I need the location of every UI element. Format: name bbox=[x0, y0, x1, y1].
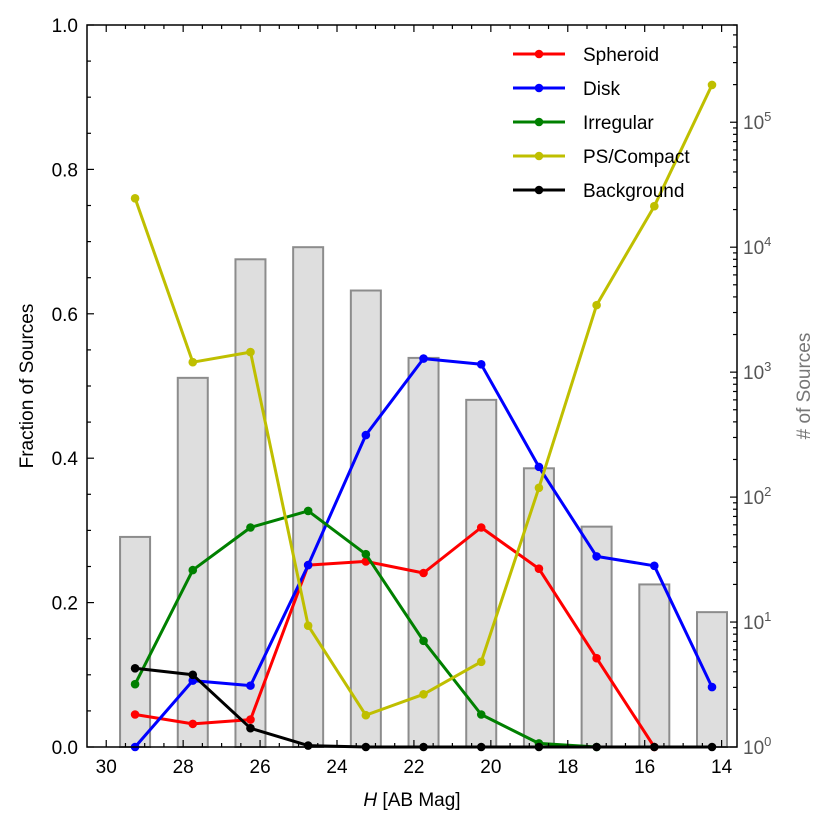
y-tick-label: 0.6 bbox=[52, 305, 78, 326]
histogram-bar bbox=[580, 525, 613, 748]
series-point bbox=[361, 549, 371, 559]
right-y-tick-label: 105 bbox=[743, 109, 771, 134]
y-axis-label: Fraction of Sources bbox=[17, 304, 38, 469]
series-point bbox=[707, 682, 717, 692]
legend-swatch-marker bbox=[534, 83, 544, 93]
right-y-axis-label: # of Sources bbox=[794, 333, 815, 440]
series-point bbox=[534, 462, 544, 472]
series-ps-compact bbox=[130, 80, 717, 720]
series-point bbox=[361, 430, 371, 440]
legend-swatch-marker bbox=[534, 49, 544, 59]
series-point bbox=[419, 568, 428, 578]
x-axis-label-units: [AB Mag] bbox=[377, 790, 460, 811]
series-point bbox=[476, 523, 486, 532]
right-y-tick-label: 102 bbox=[743, 484, 771, 509]
legend-item: Irregular bbox=[513, 113, 654, 134]
series-point bbox=[592, 300, 601, 310]
series-point bbox=[361, 710, 371, 720]
histogram-bar bbox=[638, 583, 671, 749]
right-y-tick-label: 100 bbox=[743, 734, 771, 759]
legend-item: Background bbox=[513, 181, 684, 202]
series-disk bbox=[130, 354, 717, 752]
x-axis-label-italic: H bbox=[363, 790, 377, 811]
x-tick-label: 30 bbox=[96, 757, 117, 778]
series-point bbox=[476, 657, 486, 667]
y-axis-ticks: 0.0 0.2 0.4 0.6 0.8 1.0 bbox=[52, 16, 94, 759]
x-tick-label: 20 bbox=[480, 757, 501, 778]
histogram-bar bbox=[292, 246, 325, 748]
series-point bbox=[303, 741, 313, 750]
series-point bbox=[188, 719, 198, 729]
series-point bbox=[246, 715, 255, 724]
legend-item: Spheroid bbox=[513, 45, 659, 66]
series-point bbox=[419, 689, 428, 699]
legend-swatch-marker bbox=[534, 185, 544, 195]
series-point bbox=[303, 621, 313, 631]
series-point bbox=[246, 681, 255, 690]
series-point bbox=[303, 560, 313, 570]
series-point bbox=[476, 710, 486, 719]
x-axis-ticks: 30 28 26 24 22 20 18 16 14 bbox=[96, 25, 733, 778]
series-point bbox=[303, 506, 313, 516]
legend-swatch-marker bbox=[534, 117, 544, 127]
right-y-axis-ticks: 100 101 102 103 104 105 bbox=[730, 24, 771, 759]
series-point bbox=[130, 193, 140, 203]
series-point bbox=[650, 561, 659, 571]
histogram-bar bbox=[522, 467, 555, 748]
series-point bbox=[188, 357, 198, 367]
x-tick-label: 26 bbox=[250, 757, 271, 778]
series-point bbox=[419, 636, 428, 646]
x-tick-label: 16 bbox=[634, 757, 655, 778]
right-y-tick-label: 103 bbox=[743, 359, 771, 384]
series-point bbox=[246, 347, 255, 357]
right-y-tick-label: 101 bbox=[743, 609, 771, 634]
series-point bbox=[534, 564, 544, 573]
series-point bbox=[592, 552, 601, 561]
legend-label: Irregular bbox=[583, 113, 654, 134]
series-point bbox=[188, 565, 198, 575]
legend: Spheroid Disk Irregular PS/Compact Backgroun… bbox=[513, 45, 690, 202]
histogram-bar bbox=[696, 611, 728, 749]
y-tick-label: 0.8 bbox=[52, 160, 78, 181]
legend-swatch-marker bbox=[534, 151, 544, 161]
x-tick-label: 28 bbox=[173, 757, 194, 778]
x-tick-label: 22 bbox=[403, 757, 424, 778]
series-line bbox=[134, 526, 656, 748]
series-point bbox=[130, 679, 140, 689]
histogram-bars bbox=[119, 246, 728, 749]
series-point bbox=[707, 80, 717, 90]
series-point bbox=[534, 483, 544, 493]
series-point bbox=[592, 653, 601, 663]
x-axis-label: H [AB Mag] bbox=[363, 790, 460, 811]
series-point bbox=[130, 664, 140, 673]
series-point bbox=[246, 723, 255, 733]
x-tick-label: 14 bbox=[711, 757, 733, 778]
histogram-bar bbox=[465, 398, 498, 748]
y-tick-label: 1.0 bbox=[52, 16, 78, 37]
legend-label: Background bbox=[583, 181, 684, 202]
legend-label: Disk bbox=[583, 79, 620, 100]
histogram-bar bbox=[349, 289, 382, 748]
legend-item: PS/Compact bbox=[513, 147, 690, 168]
series-point bbox=[188, 670, 198, 680]
y-tick-label: 0.0 bbox=[52, 738, 78, 759]
y-tick-label: 0.2 bbox=[52, 594, 78, 615]
legend-item: Disk bbox=[513, 79, 620, 100]
histogram-bar bbox=[234, 258, 267, 748]
right-y-tick-label: 104 bbox=[743, 234, 771, 259]
legend-label: PS/Compact bbox=[583, 147, 690, 168]
series-point bbox=[419, 354, 428, 363]
series-point bbox=[476, 360, 486, 369]
series-point bbox=[130, 710, 140, 719]
y-tick-label: 0.4 bbox=[52, 449, 79, 470]
legend-label: Spheroid bbox=[583, 45, 659, 66]
series-point bbox=[246, 523, 255, 532]
x-tick-label: 24 bbox=[326, 757, 348, 778]
x-tick-label: 18 bbox=[557, 757, 578, 778]
series-point bbox=[650, 201, 659, 211]
